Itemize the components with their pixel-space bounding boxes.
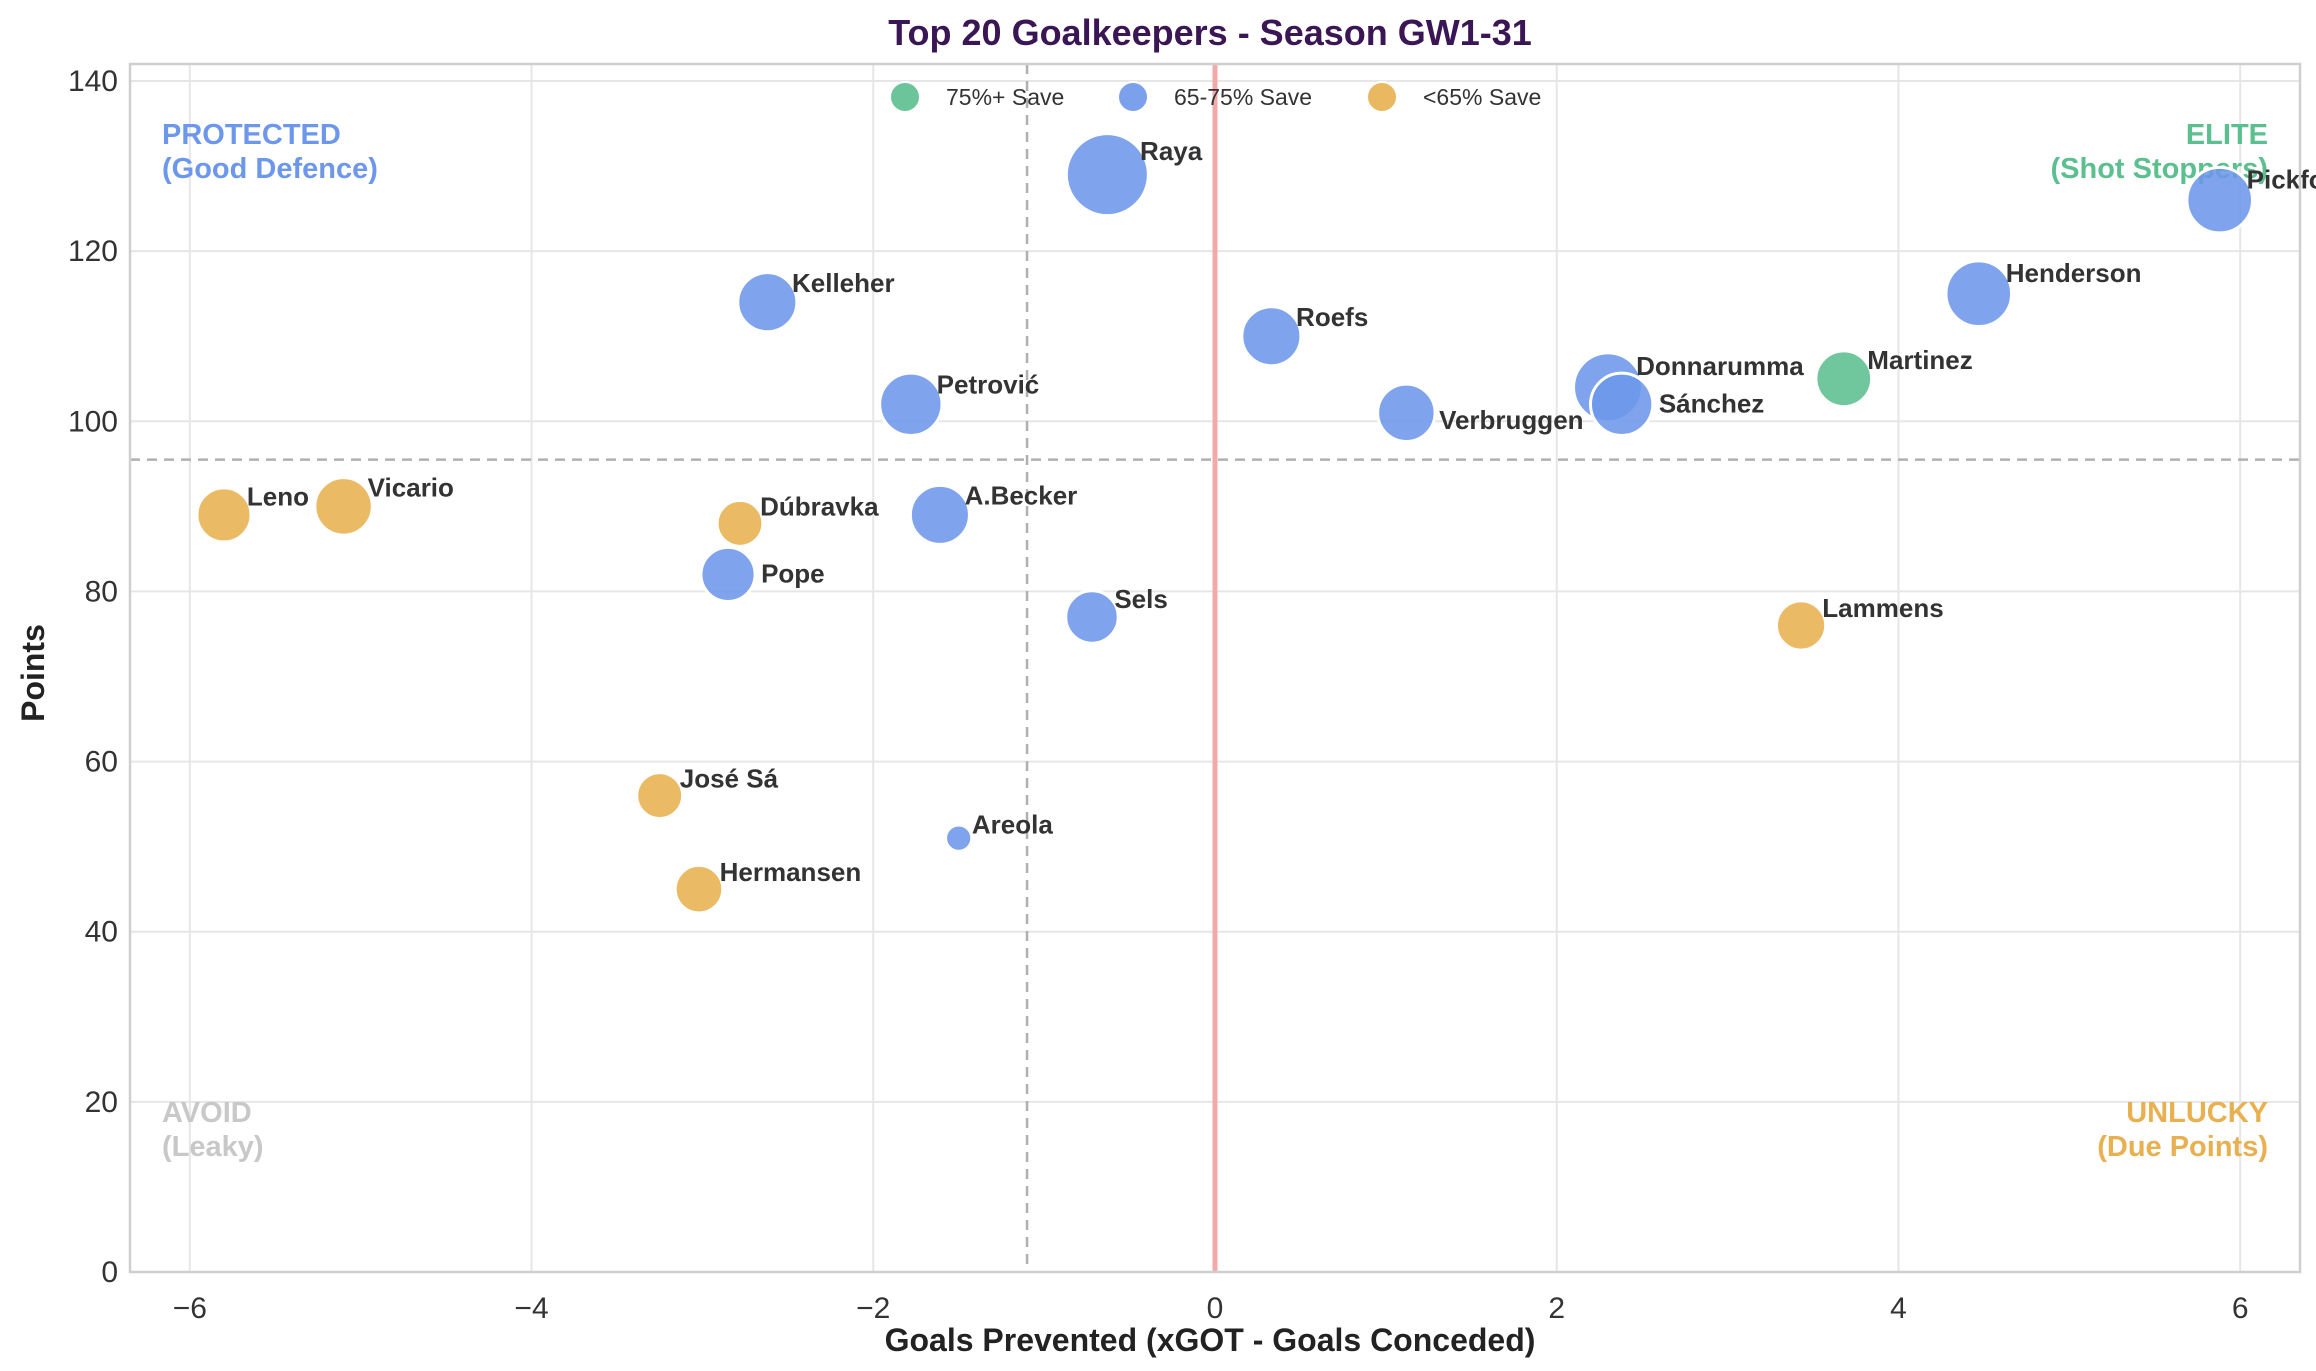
player-point[interactable] [313, 476, 374, 537]
reference-lines [130, 64, 2300, 1272]
player-point[interactable] [715, 498, 765, 548]
point-labels-layer: Raya Pickford Henderson Kelleher Roefs Martin… [247, 136, 2316, 887]
x-tick-label: 6 [2232, 1292, 2249, 1325]
player-label: A.Becker [965, 481, 1078, 511]
quadrant-label-top-left: PROTECTED [162, 119, 341, 151]
quadrant-label-top-right: ELITE [2186, 119, 2268, 151]
player-label: Vicario [368, 472, 454, 502]
player-label: Petrović [937, 369, 1040, 399]
player-point[interactable] [1240, 305, 1303, 368]
y-tick-label: 140 [68, 65, 118, 98]
points-layer [195, 132, 2254, 915]
y-tick-label: 0 [101, 1256, 118, 1289]
player-point[interactable] [1589, 371, 1655, 437]
y-tick-label: 20 [85, 1086, 118, 1119]
player-label: Pope [761, 558, 825, 588]
player-label: Leno [247, 481, 309, 511]
quadrant-label-bottom-right: UNLUCKY [2126, 1097, 2268, 1129]
y-tick-label: 80 [85, 575, 118, 608]
legend-marker [1366, 81, 1398, 113]
player-label: Lammens [1822, 593, 1943, 623]
plot-frame [128, 62, 2302, 1274]
player-label: Donnarumma [1636, 351, 1804, 381]
player-label: Dúbravka [760, 491, 879, 521]
chart-title: Top 20 Goalkeepers - Season GW1-31 [888, 12, 1532, 53]
quadrant-label-bottom-left: AVOID [162, 1097, 252, 1129]
legend-marker [1117, 81, 1149, 113]
player-point[interactable] [736, 271, 799, 334]
y-tick-label: 120 [68, 235, 118, 268]
player-point[interactable] [195, 486, 253, 544]
player-point[interactable] [2185, 165, 2254, 235]
player-point[interactable] [699, 545, 757, 603]
player-label: Martinez [1867, 345, 1972, 375]
player-point[interactable] [1814, 349, 1874, 409]
player-point[interactable] [1774, 599, 1828, 652]
x-tick-label: 4 [1890, 1292, 1907, 1325]
player-point[interactable] [1944, 259, 2014, 328]
player-label: Hermansen [720, 857, 862, 887]
player-label: Sánchez [1659, 388, 1765, 418]
player-label: Sels [1114, 584, 1168, 614]
x-axis-label: Goals Prevented (xGOT - Goals Conceded) [885, 1322, 1536, 1358]
player-label: Roefs [1296, 302, 1368, 332]
player-point[interactable] [1064, 589, 1120, 645]
player-label: Verbruggen [1439, 405, 1583, 435]
player-label: José Sá [680, 764, 779, 794]
player-label: Kelleher [792, 268, 895, 298]
legend-label: <65% Save [1423, 84, 1541, 110]
quadrant-label-bottom-right: (Due Points) [2097, 1131, 2268, 1163]
x-tick-label: 0 [1207, 1292, 1224, 1325]
y-tick-label: 100 [68, 405, 118, 438]
quadrant-label-bottom-left: (Leaky) [162, 1131, 264, 1163]
player-point[interactable] [878, 371, 944, 437]
player-point[interactable] [1064, 132, 1150, 218]
player-point[interactable] [908, 483, 971, 546]
x-tick-label: 2 [1548, 1292, 1565, 1325]
player-point[interactable] [673, 863, 725, 915]
legend: 75%+ Save 65-75% Save <65% Save [889, 81, 1541, 113]
legend-label: 75%+ Save [946, 84, 1064, 110]
player-label: Henderson [2006, 258, 2142, 288]
x-tick-label: −4 [514, 1292, 548, 1325]
y-tick-label: 60 [85, 746, 118, 779]
player-point[interactable] [944, 823, 974, 853]
y-axis-label: Points [15, 624, 51, 722]
player-label: Raya [1140, 136, 1203, 166]
y-tick-label: 40 [85, 916, 118, 949]
x-tick-label: −6 [173, 1292, 207, 1325]
player-label: Pickford [2247, 165, 2316, 195]
player-point[interactable] [1376, 382, 1437, 443]
legend-marker [889, 81, 921, 113]
legend-label: 65-75% Save [1174, 84, 1312, 110]
x-tick-label: −2 [856, 1292, 890, 1325]
player-point[interactable] [635, 771, 685, 821]
player-label: Areola [972, 810, 1053, 840]
quadrant-label-top-left: (Good Defence) [162, 153, 378, 185]
